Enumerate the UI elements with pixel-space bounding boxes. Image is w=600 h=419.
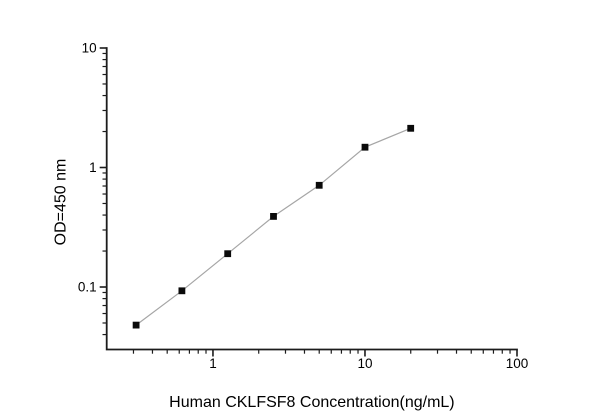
x-axis-tick-label: 100	[506, 356, 529, 371]
y-axis-tick-label: 0.1	[78, 280, 97, 295]
x-axis-title: Human CKLFSF8 Concentration(ng/mL)	[169, 394, 454, 411]
data-point-marker	[315, 181, 323, 189]
series-line	[135, 127, 411, 326]
data-point-marker	[132, 321, 140, 329]
y-axis-tick-label: 1	[89, 160, 97, 175]
y-axis-title: OD=450 nm	[53, 159, 70, 246]
data-point-marker	[178, 287, 186, 295]
data-point-marker	[407, 124, 415, 132]
data-point-marker	[270, 213, 277, 220]
y-axis-tick-label: 10	[82, 41, 97, 56]
x-axis-tick-label: 10	[357, 356, 372, 371]
axis-lines	[105, 47, 518, 351]
data-point-marker	[224, 250, 232, 258]
data-point-marker	[361, 143, 369, 151]
x-axis-tick-label: 1	[209, 356, 217, 371]
plot-area: 1 10 100 0.1 1 10	[78, 41, 528, 371]
